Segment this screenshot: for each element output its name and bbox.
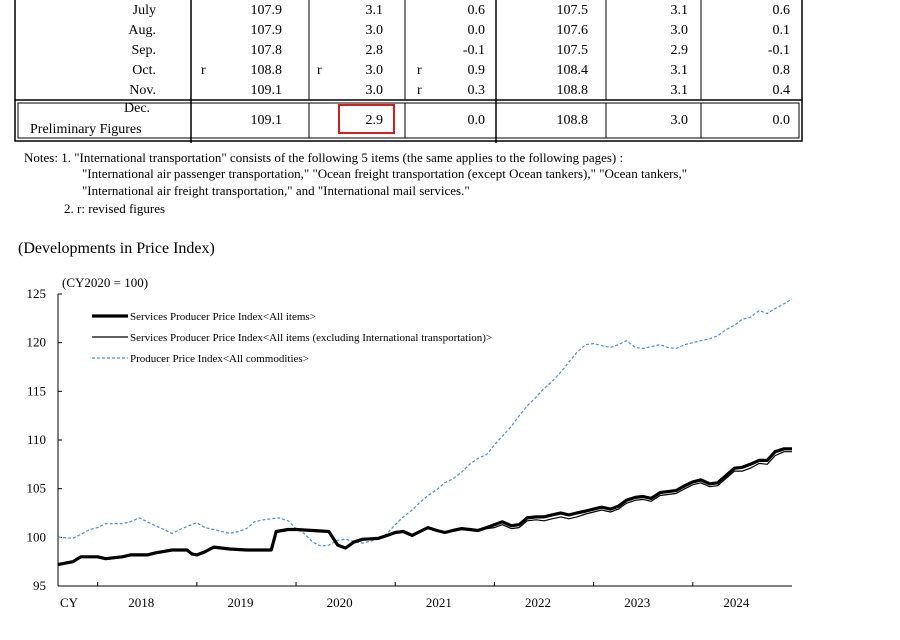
- revised-marker: r: [201, 63, 206, 78]
- y-tick-label: 115: [27, 383, 46, 398]
- legend-label-2: Services Producer Price Index<All items …: [130, 332, 492, 344]
- table-cell: 3.0: [365, 23, 384, 38]
- table-cell: 3.0: [365, 83, 384, 98]
- price-table-grid: [14, 0, 803, 143]
- table-cell: 0.9: [467, 63, 486, 78]
- table-cell: 107.9: [250, 3, 283, 18]
- prelim-value-6: 0.0: [772, 113, 791, 128]
- revised-marker: r: [417, 63, 422, 78]
- x-tick-label: 2018: [128, 595, 154, 610]
- y-tick-label: 120: [27, 335, 47, 350]
- y-tick-label: 125: [27, 286, 47, 301]
- notes-line-3: "International air freight transportatio…: [82, 183, 470, 198]
- y-tick-label: 110: [27, 432, 46, 447]
- table-row-label: Nov.: [129, 83, 156, 98]
- table-cell: 2.8: [365, 43, 384, 58]
- table-cell: 0.0: [467, 23, 486, 38]
- legend-label-3: Producer Price Index<All commodities>: [130, 353, 309, 365]
- table-cell: 109.1: [250, 83, 283, 98]
- prelim-value-3: 0.0: [467, 113, 486, 128]
- section-title: (Developments in Price Index): [18, 240, 215, 257]
- chart-series: [57, 298, 793, 567]
- y-tick-label: 105: [27, 481, 47, 496]
- series-line-1: [57, 447, 792, 567]
- chart-unit-label: (CY2020 = 100): [62, 275, 148, 290]
- table-cell: 0.6: [772, 3, 791, 18]
- notes-line-1: Notes: 1. "International transportation"…: [24, 150, 624, 165]
- series-line-3: [57, 298, 793, 547]
- table-cell: 3.0: [670, 23, 689, 38]
- prelim-row-label: Preliminary Figures: [30, 122, 142, 137]
- series-line-2: [57, 451, 792, 566]
- revised-marker: r: [317, 63, 322, 78]
- table-cell: 3.0: [365, 63, 384, 78]
- y-tick-label: 95: [33, 578, 46, 593]
- table-cell: 108.8: [250, 63, 283, 78]
- notes-line-4: 2. r: revised figures: [64, 201, 166, 216]
- prelim-value-2: [338, 104, 395, 134]
- chart-axes: 125 120 115 110 105 100 95 2018 2019 2020 2021 2022…: [27, 286, 792, 610]
- table-row-label: Aug.: [128, 23, 156, 38]
- table-cell: 107.8: [250, 43, 283, 58]
- price-index-chart: 125 120 115 110 105 100 95 2018 2019 2020 2021 2022…: [27, 275, 793, 610]
- table-cell: -0.1: [767, 43, 790, 58]
- table-cell: 2.9: [670, 43, 689, 58]
- table-row-label: Oct.: [132, 63, 156, 78]
- table-row-label: Sep.: [131, 43, 157, 58]
- table-cell: 3.1: [365, 3, 384, 18]
- legend-label-1: Services Producer Price Index<All items>: [130, 311, 316, 323]
- table-cell: 0.8: [772, 63, 791, 78]
- prelim-value-1: 109.1: [250, 113, 283, 128]
- x-tick-label: 2024: [723, 595, 750, 610]
- x-tick-label: 2021: [426, 595, 452, 610]
- x-tick-label: 2022: [525, 595, 551, 610]
- table-row-label: July: [132, 3, 156, 18]
- prelim-month-label: Dec.: [124, 101, 151, 116]
- x-tick-label: 2019: [227, 595, 253, 610]
- table-cell: 0.6: [467, 3, 486, 18]
- table-cell: 108.8: [556, 83, 589, 98]
- x-axis-prefix: CY: [60, 595, 79, 610]
- table-cell: 107.6: [556, 23, 589, 38]
- prelim-value-4: 108.8: [556, 113, 589, 128]
- table-cell: -0.1: [462, 43, 485, 58]
- table-cell: 107.9: [250, 23, 283, 38]
- revised-marker: r: [417, 83, 422, 98]
- prelim-value-2-text: 2.9: [365, 113, 384, 128]
- notes-line-2: "International air passenger transportat…: [82, 166, 688, 181]
- x-tick-label: 2020: [327, 595, 353, 610]
- table-cell: 0.3: [467, 83, 486, 98]
- table-cell: 3.1: [670, 83, 689, 98]
- price-table: July 107.9 3.1 0.6 107.5 3.1 0.6 Aug. 107.9 3.0 0.…: [14, 0, 804, 143]
- x-tick-label: 2023: [624, 595, 650, 610]
- table-cell: 0.4: [772, 83, 791, 98]
- table-cell: 107.5: [556, 43, 589, 58]
- y-tick-label: 100: [27, 529, 47, 544]
- prelim-value-5: 3.0: [670, 113, 689, 128]
- table-cell: 3.1: [670, 63, 689, 78]
- table-cell: 0.1: [772, 23, 791, 38]
- table-cell: 107.5: [556, 3, 589, 18]
- table-cell: 3.1: [670, 3, 689, 18]
- chart-legend: Services Producer Price Index<All items>…: [92, 311, 492, 365]
- table-cell: 108.4: [556, 63, 589, 78]
